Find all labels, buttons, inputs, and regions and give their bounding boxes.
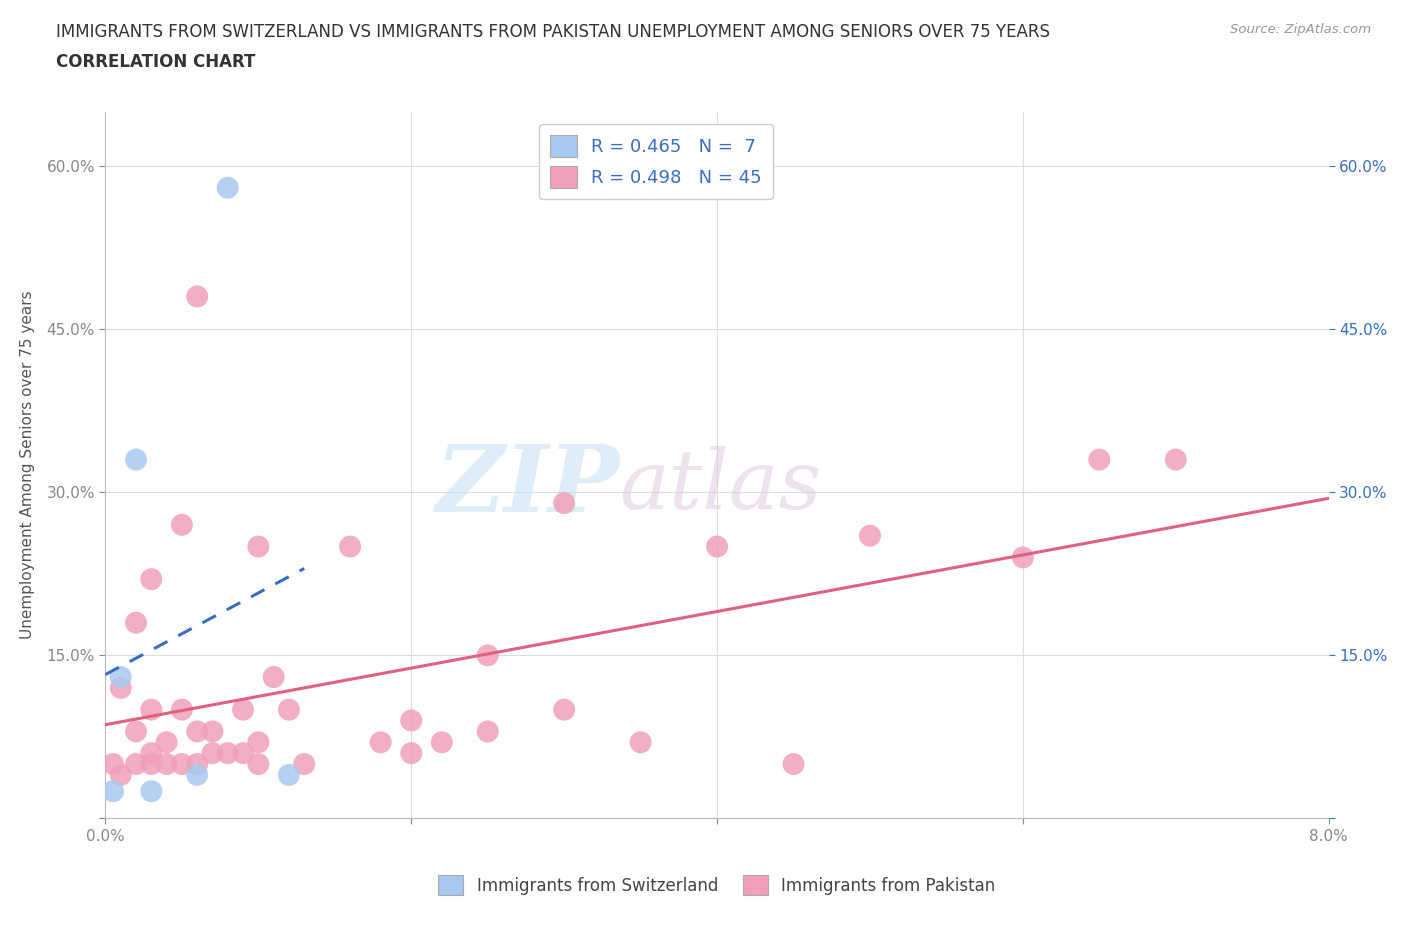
Point	[201, 724, 224, 738]
Point	[141, 702, 163, 717]
Point	[553, 496, 575, 511]
Point	[141, 757, 163, 772]
Point	[859, 528, 882, 543]
Text: IMMIGRANTS FROM SWITZERLAND VS IMMIGRANTS FROM PAKISTAN UNEMPLOYMENT AMONG SENIO: IMMIGRANTS FROM SWITZERLAND VS IMMIGRANT…	[56, 23, 1050, 41]
Point	[232, 746, 254, 761]
Point	[247, 735, 270, 750]
Point	[170, 757, 193, 772]
Point	[170, 517, 193, 532]
Point	[278, 702, 301, 717]
Point	[1088, 452, 1111, 467]
Point	[110, 767, 132, 782]
Point	[782, 757, 804, 772]
Text: atlas: atlas	[619, 446, 821, 526]
Point	[186, 767, 208, 782]
Legend: Immigrants from Switzerland, Immigrants from Pakistan: Immigrants from Switzerland, Immigrants …	[432, 869, 1002, 902]
Point	[553, 702, 575, 717]
Point	[125, 452, 148, 467]
Point	[101, 784, 124, 799]
Point	[186, 724, 208, 738]
Text: CORRELATION CHART: CORRELATION CHART	[56, 53, 256, 71]
Point	[401, 713, 423, 728]
Point	[1164, 452, 1187, 467]
Point	[201, 746, 224, 761]
Point	[477, 724, 499, 738]
Point	[292, 757, 315, 772]
Point	[186, 289, 208, 304]
Text: Source: ZipAtlas.com: Source: ZipAtlas.com	[1230, 23, 1371, 36]
Y-axis label: Unemployment Among Seniors over 75 years: Unemployment Among Seniors over 75 years	[21, 291, 35, 639]
Point	[125, 616, 148, 631]
Text: ZIP: ZIP	[434, 441, 619, 531]
Point	[706, 539, 728, 554]
Point	[370, 735, 392, 750]
Point	[186, 757, 208, 772]
Point	[156, 757, 179, 772]
Point	[247, 539, 270, 554]
Point	[232, 702, 254, 717]
Point	[110, 670, 132, 684]
Point	[430, 735, 453, 750]
Point	[263, 670, 285, 684]
Point	[217, 180, 239, 195]
Point	[339, 539, 361, 554]
Point	[217, 746, 239, 761]
Point	[141, 746, 163, 761]
Point	[125, 724, 148, 738]
Point	[141, 572, 163, 587]
Point	[278, 767, 301, 782]
Point	[1011, 550, 1033, 565]
Point	[101, 757, 124, 772]
Point	[156, 735, 179, 750]
Point	[125, 757, 148, 772]
Point	[170, 702, 193, 717]
Point	[630, 735, 652, 750]
Point	[141, 784, 163, 799]
Point	[401, 746, 423, 761]
Point	[247, 757, 270, 772]
Point	[110, 681, 132, 696]
Point	[477, 648, 499, 663]
